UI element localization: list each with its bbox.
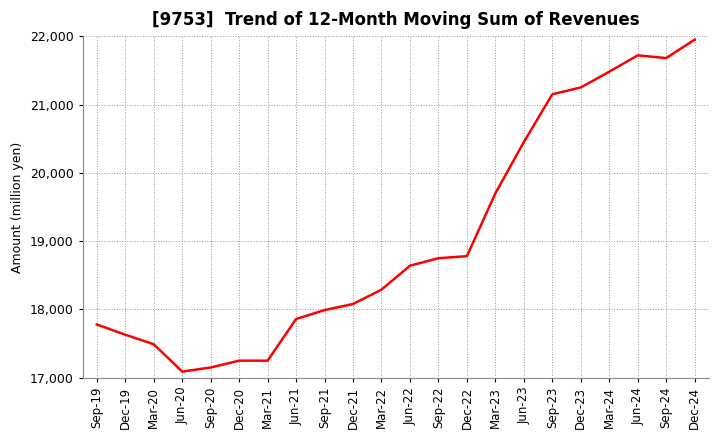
Title: [9753]  Trend of 12-Month Moving Sum of Revenues: [9753] Trend of 12-Month Moving Sum of R… (152, 11, 639, 29)
Y-axis label: Amount (million yen): Amount (million yen) (11, 141, 24, 273)
